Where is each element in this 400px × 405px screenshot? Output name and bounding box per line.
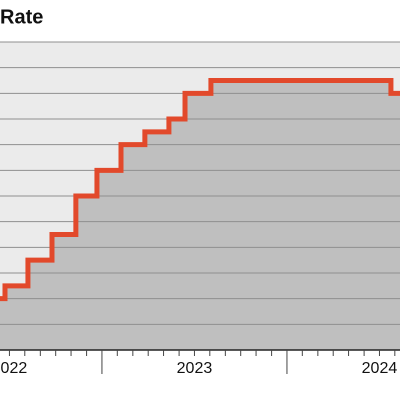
x-tick-label: 2023 (177, 360, 213, 377)
x-tick-label: 2022 (0, 360, 27, 377)
area (0, 80, 400, 350)
chart-title: Rate (0, 6, 43, 28)
line (0, 78, 400, 302)
x-tick-label: 2024 (362, 360, 398, 377)
